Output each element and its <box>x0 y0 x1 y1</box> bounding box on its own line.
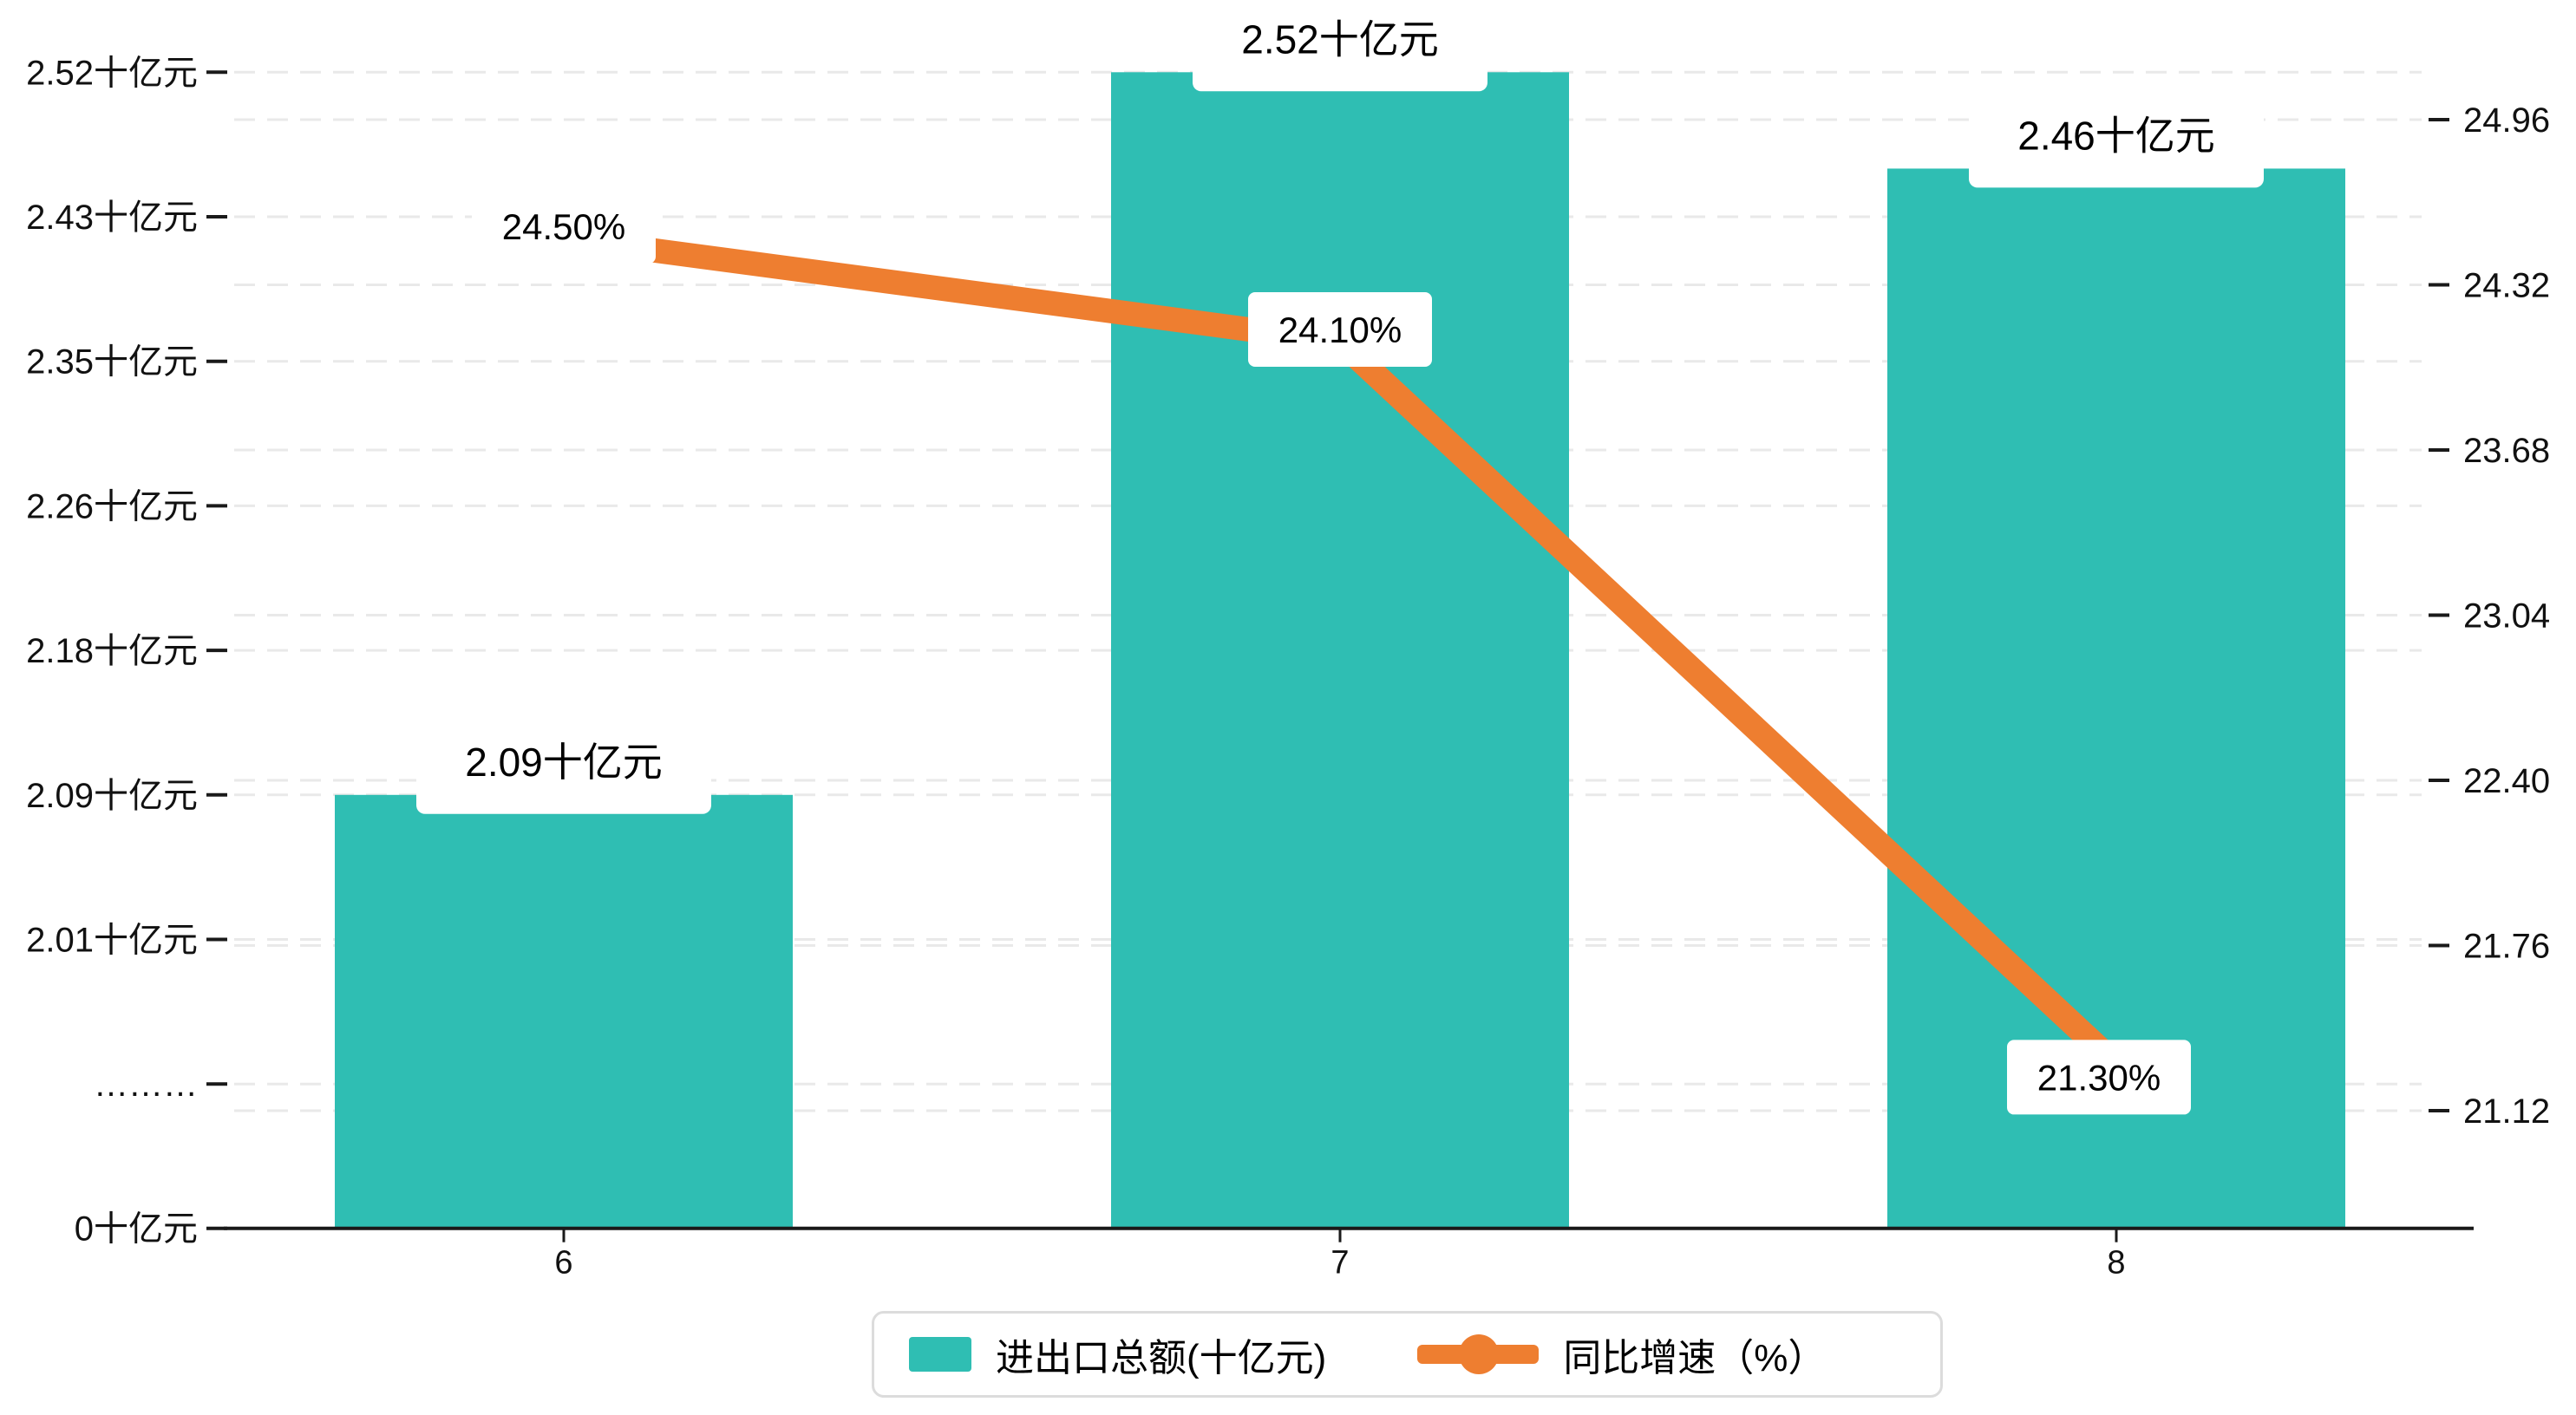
left-axis-label: 2.52十亿元 <box>26 54 198 92</box>
bar-value-label-box <box>416 735 711 814</box>
right-axis-label: 21.76 <box>2463 928 2550 966</box>
bar-value-label: 2.09十亿元 <box>465 740 663 785</box>
bar-value-label-box <box>1193 13 1487 92</box>
left-axis-label: 2.18十亿元 <box>26 632 198 670</box>
pct-label: 21.30% <box>2037 1057 2161 1098</box>
right-axis-label: 23.68 <box>2463 432 2550 470</box>
legend-label-bar: 进出口总额(十亿元) <box>996 1337 1327 1379</box>
bar-month-7[interactable] <box>1111 72 1569 1229</box>
bar-value-label: 2.46十亿元 <box>2017 113 2215 158</box>
legend: 进出口总额(十亿元) 同比增速（%） <box>872 1311 1943 1398</box>
left-axis-label: 2.35十亿元 <box>26 343 198 381</box>
left-axis-label: 0十亿元 <box>75 1210 198 1249</box>
x-tick-label: 6 <box>554 1245 572 1281</box>
legend-item-line-series[interactable]: 同比增速（%） <box>1417 1327 1826 1382</box>
value-labels: 2.09十亿元 2.52十亿元 2.46十亿元 24.50% 24.10% 21.30% <box>416 13 2264 1115</box>
legend-item-bar-series[interactable]: 进出口总额(十亿元) <box>909 1327 1326 1382</box>
left-axis-label: 2.09十亿元 <box>26 777 198 815</box>
bar-month-6[interactable] <box>335 794 793 1229</box>
left-axis-label: 2.01十亿元 <box>26 922 198 960</box>
pct-label-box <box>2007 1040 2191 1115</box>
axes: 6 7 8 2.52十亿元 2.43十亿元 2.35十亿元 2.26十亿元 2.18十亿元 2.… <box>26 54 2550 1281</box>
right-axis-label: 21.12 <box>2463 1092 2550 1131</box>
legend-label-line: 同比增速（%） <box>1563 1337 1827 1379</box>
pct-label-box <box>1248 291 1432 367</box>
bar-value-label: 2.52十亿元 <box>1241 16 1439 62</box>
left-axis-label: 2.26十亿元 <box>26 487 198 525</box>
right-axis-label: 23.04 <box>2463 597 2550 636</box>
pct-label: 24.10% <box>1278 310 1402 350</box>
right-axis-label: 24.96 <box>2463 101 2550 140</box>
right-axis-label: 22.40 <box>2463 762 2550 800</box>
right-axis-label: 24.32 <box>2463 267 2550 305</box>
line-dot-icon <box>1417 1334 1540 1374</box>
pct-label-box <box>472 188 656 264</box>
bar-swatch-icon <box>909 1337 971 1372</box>
left-axis-break-label: ……… <box>94 1066 198 1104</box>
x-tick-label: 8 <box>2107 1245 2125 1281</box>
x-tick-label: 7 <box>1330 1245 1349 1281</box>
bar-value-label-box <box>1969 109 2264 188</box>
left-axis-label: 2.43十亿元 <box>26 199 198 237</box>
pct-label: 24.50% <box>502 206 625 247</box>
